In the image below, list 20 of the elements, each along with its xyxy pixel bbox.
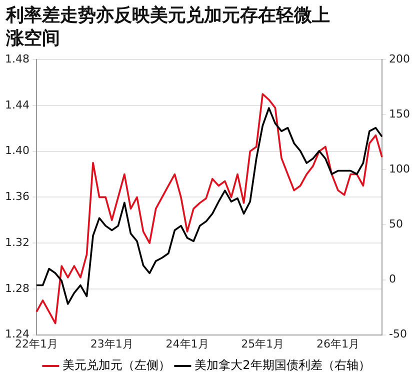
x-tick-label: 26年1月	[316, 337, 360, 350]
y-tick-label: 1.40	[4, 144, 30, 158]
y2-tick-label: 200	[389, 52, 410, 66]
x-tick-label: 25年1月	[241, 337, 284, 350]
y-tick-label: 1.36	[4, 190, 30, 204]
y2-tick-label: 150	[389, 108, 410, 120]
y-tick-label: 1.48	[4, 52, 30, 66]
x-tick-label: 23年1月	[90, 337, 134, 350]
y-tick-label: 1.28	[4, 282, 30, 295]
x-tick-label: 22年1月	[14, 337, 58, 350]
chart-title: 利率差走势亦反映美元兑加元存在轻微上涨空间	[4, 4, 331, 50]
y2-tick-label: 100	[389, 162, 410, 176]
legend-label: 美加拿大2年期国债利差（右轴）	[194, 358, 370, 372]
y2-tick-label: 0	[389, 272, 396, 286]
x-tick-label: 24年1月	[166, 337, 209, 350]
y-tick-label: 1.32	[4, 236, 30, 249]
y-tick-label: 1.44	[4, 98, 30, 112]
y2-tick-label: 50	[389, 218, 404, 231]
y2-tick-label: -50	[389, 328, 407, 341]
legend-label: 美元兑加元（左侧）	[62, 358, 171, 372]
